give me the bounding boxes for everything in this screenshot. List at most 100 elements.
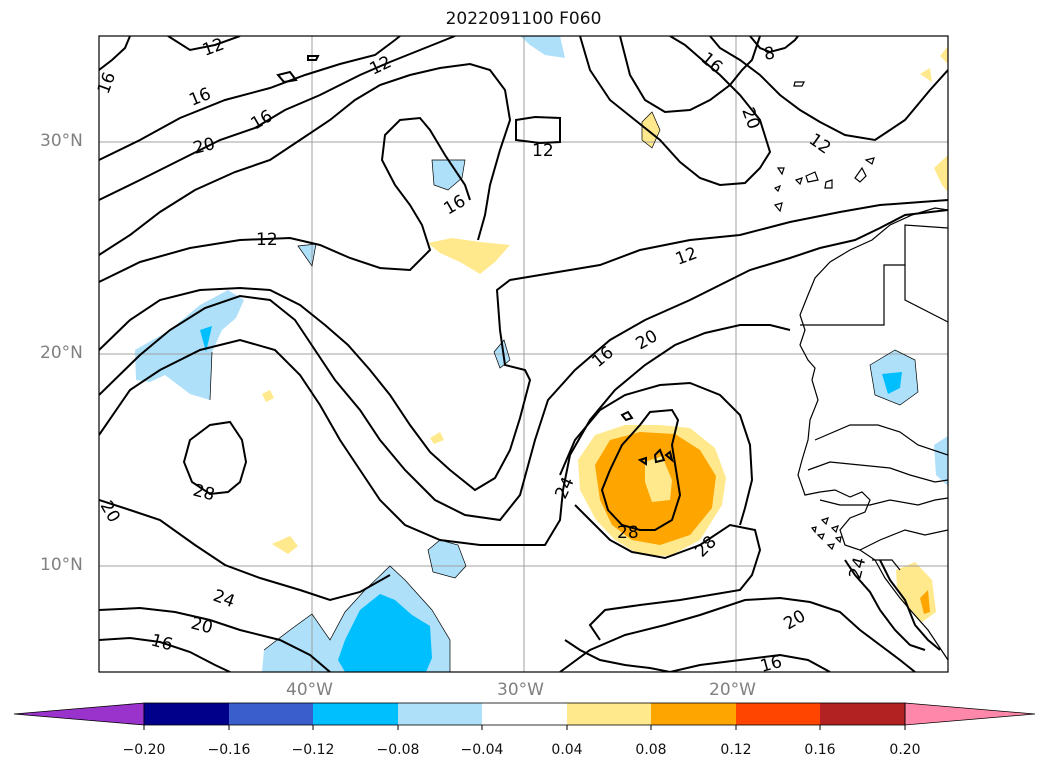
contour-label: 20: [633, 326, 662, 354]
colorbar-tick-label: −0.04: [460, 742, 504, 758]
border-line: [814, 424, 948, 456]
contour-lines: [99, 36, 948, 672]
contour-line: [559, 596, 916, 672]
colorbar-extend-low: [13, 702, 145, 726]
contour-label: 12: [256, 230, 278, 250]
colorbar-tick-label: 0.08: [635, 742, 667, 758]
contour-line: [709, 36, 948, 142]
colorbar-segment: [144, 703, 229, 725]
contour-line: [637, 456, 647, 466]
contour-label: 20: [781, 606, 810, 634]
light-blue-patch: [135, 290, 244, 400]
plot-frame: [98, 35, 949, 673]
contour-label: 24: [551, 474, 578, 502]
contour-line: [276, 70, 298, 84]
colorbar-segment: [567, 703, 651, 725]
contour-label: 16: [588, 343, 617, 372]
colorbar-segment: [736, 703, 820, 725]
contour-label: 24: [210, 586, 237, 612]
contour-label: 28: [617, 523, 639, 543]
contour-line: [99, 62, 512, 256]
yellow-patch: [934, 155, 948, 192]
small-islands: [793, 81, 805, 87]
colorbar-ticks: [143, 725, 906, 730]
contour-line: [559, 381, 754, 526]
colorbar-tick-label: −0.08: [376, 742, 420, 758]
contour-line: [99, 499, 391, 602]
contour-line: [99, 36, 131, 71]
colorbar-segment: [482, 703, 567, 725]
colorbar-tick-label: 0.16: [804, 742, 836, 758]
colorbar-tick-label: 0.12: [720, 742, 752, 758]
contour-label: 12: [200, 35, 227, 61]
contour-line: [669, 653, 831, 672]
contour-line: [515, 115, 561, 145]
blue-patch: [200, 326, 212, 352]
colorbar-tick-label: 0.04: [551, 742, 583, 758]
border-line: [859, 529, 948, 551]
contour-line: [600, 408, 682, 531]
blue-patch: [338, 594, 432, 672]
yellow-patch: [642, 112, 660, 148]
border-line: [800, 224, 948, 326]
contour-line: [574, 504, 762, 641]
colorbar-segment: [651, 703, 736, 725]
colorbar-tick-label: −0.20: [122, 742, 166, 758]
light-blue-patch: [520, 36, 565, 58]
contour-label: 20: [96, 498, 124, 527]
coastlines: [773, 81, 948, 661]
lon-label-20w: 20°W: [709, 680, 756, 700]
contour-label: 8: [762, 43, 776, 65]
yellow-patch: [896, 562, 936, 622]
light-blue-patch: [428, 540, 466, 578]
yellow-patch: [428, 238, 510, 274]
yellow-patch: [430, 432, 444, 444]
yellow-core-patch: [645, 456, 672, 502]
lon-label-40w: 40°W: [286, 680, 333, 700]
contour-line: [99, 606, 331, 672]
border-line: [904, 265, 948, 323]
colorbar-extend-high: [904, 702, 1036, 726]
border-line: [819, 497, 948, 506]
contour-line: [99, 636, 231, 672]
contour-line: [664, 450, 674, 463]
colorbar-segment: [313, 703, 398, 725]
blue-patch: [882, 372, 902, 394]
lon-label-30w: 30°W: [497, 680, 544, 700]
lat-label-20n: 20°N: [40, 343, 83, 363]
contour-line: [99, 209, 948, 522]
africa-coastline: [797, 207, 948, 661]
yellow-patch: [262, 390, 274, 402]
colorbar-tick-label: −0.12: [291, 742, 335, 758]
contour-label: 12: [805, 130, 834, 159]
contour-label: 16: [94, 70, 120, 97]
contour-label: 20: [191, 134, 217, 159]
contour-line: [167, 36, 241, 52]
contour-label: 12: [532, 141, 554, 161]
contour-line: [99, 36, 456, 201]
colorbar-segment: [398, 703, 482, 725]
contour-label: 24: [846, 555, 871, 581]
contour-label: 16: [697, 49, 726, 78]
contour-line: [619, 36, 761, 114]
contour-line: [99, 324, 791, 546]
contour-label: 28: [191, 481, 217, 506]
graticule: [99, 36, 948, 672]
yellow-patch: [272, 536, 298, 554]
contour-line: [844, 559, 926, 651]
contour-line: [620, 410, 634, 422]
border-line: [807, 461, 948, 483]
contour-label: 16: [441, 191, 470, 219]
contour-line: [879, 559, 941, 651]
light-blue-patch: [432, 160, 465, 190]
contour-line: [564, 639, 671, 672]
contour-line: [749, 36, 799, 54]
contour-line: [653, 448, 666, 464]
contour-line: [99, 199, 948, 492]
lat-label-30n: 30°N: [40, 131, 83, 151]
yellow-patch: [940, 46, 948, 64]
contour-label: 16: [149, 631, 175, 656]
border-line: [872, 559, 901, 571]
cape-verde-islands: [810, 517, 842, 551]
